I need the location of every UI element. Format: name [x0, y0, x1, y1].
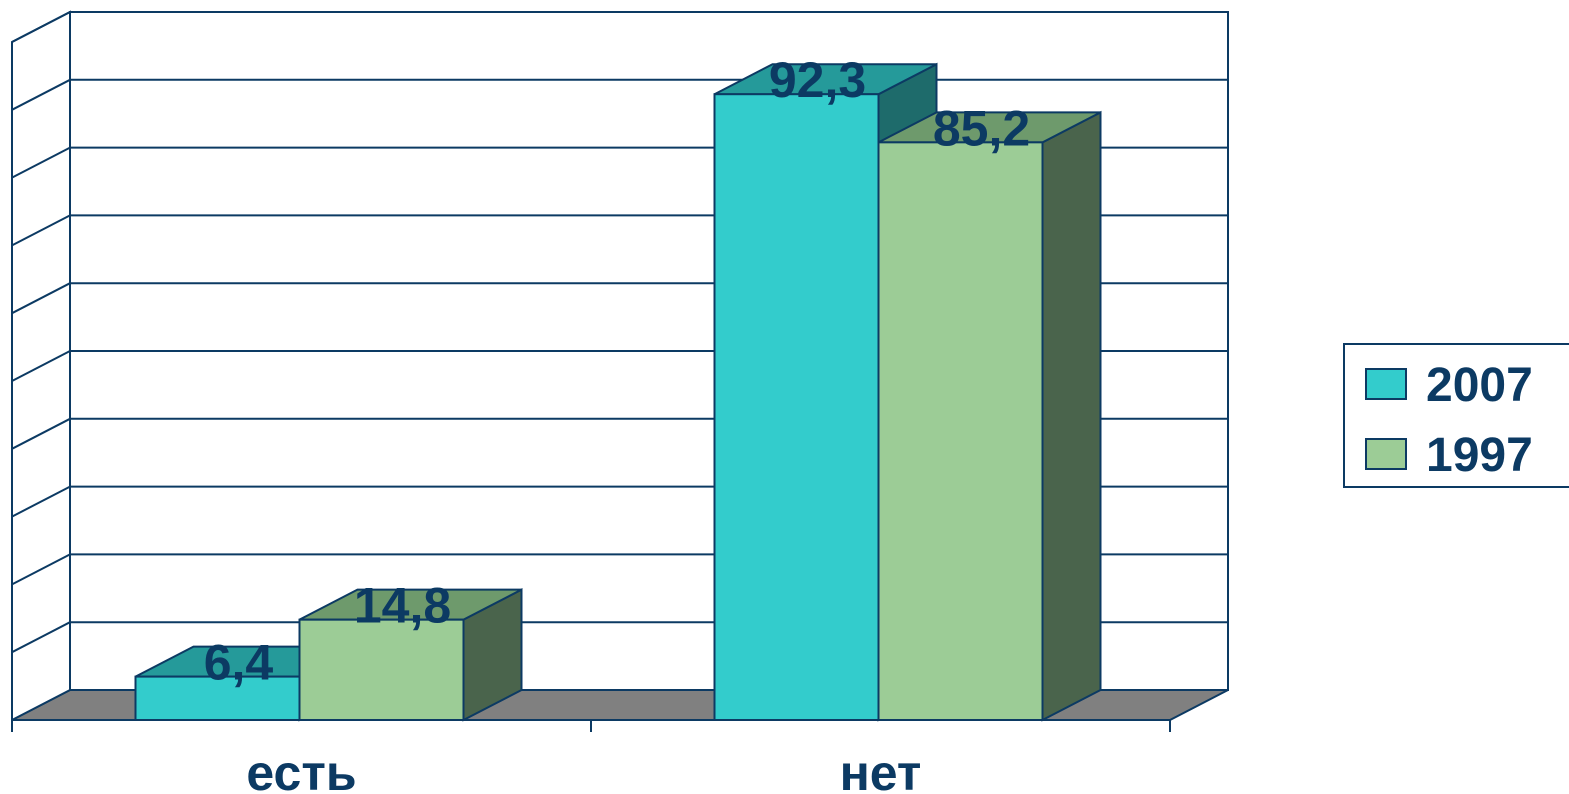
- category-label: есть: [246, 745, 356, 794]
- bar: [877, 141, 1044, 721]
- bars: [134, 62, 1102, 722]
- legend-swatch: [1365, 368, 1407, 400]
- data-label: 14,8: [354, 578, 451, 634]
- side-gridline: [11, 417, 71, 450]
- bar: [134, 675, 301, 721]
- bar: [713, 93, 880, 722]
- side-gridline: [11, 146, 71, 179]
- side-gridline: [11, 282, 71, 315]
- legend: 2007 1997: [1343, 343, 1569, 488]
- data-label: 85,2: [933, 100, 1030, 156]
- bar-side: [1041, 110, 1102, 722]
- side-gridline: [11, 553, 71, 586]
- side-gridline: [11, 350, 71, 382]
- legend-label: 2007: [1426, 359, 1533, 412]
- legend-label: 1997: [1426, 429, 1533, 482]
- side-gridline: [11, 11, 71, 43]
- side-gridline: [11, 621, 71, 654]
- data-labels: 6,4 14,8 92,3 85,2: [204, 52, 1030, 690]
- side-gridline: [11, 485, 71, 518]
- bar: [298, 618, 465, 722]
- data-label: 92,3: [769, 52, 866, 108]
- category-labels: есть нет: [246, 745, 921, 794]
- data-label: 6,4: [204, 635, 274, 691]
- side-gridline: [11, 214, 71, 247]
- legend-swatch: [1365, 438, 1407, 470]
- x-axis: [11, 719, 1171, 732]
- side-gridline: [11, 78, 71, 111]
- category-label: нет: [840, 745, 922, 794]
